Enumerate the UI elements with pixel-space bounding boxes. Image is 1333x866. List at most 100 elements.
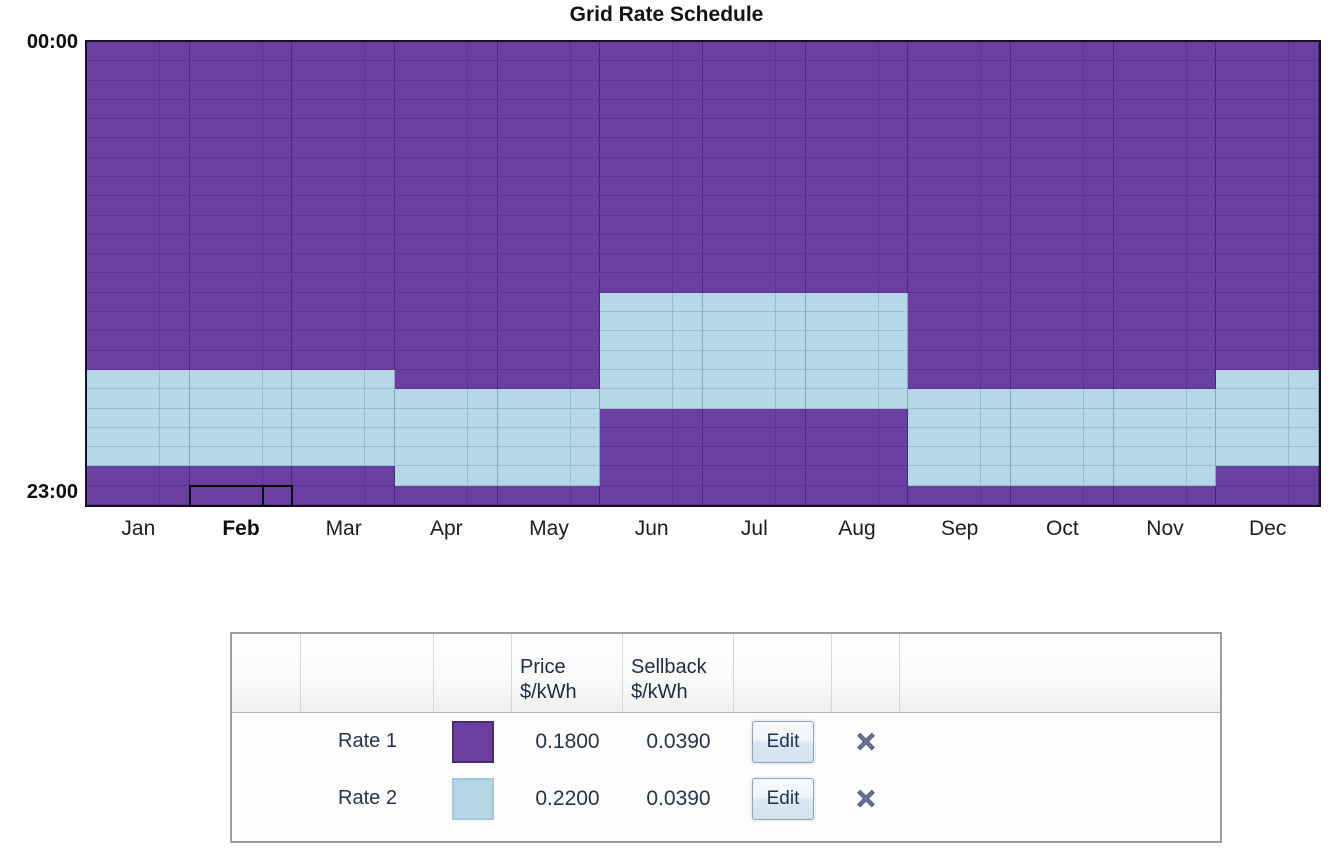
schedule-cell-nov-h10-weekday[interactable] — [1113, 234, 1187, 255]
schedule-cell-jun-h10-weekend[interactable] — [673, 234, 703, 255]
schedule-cell-apr-h23-weekend[interactable] — [467, 485, 498, 505]
schedule-cell-jun-h13-weekday[interactable] — [600, 292, 674, 313]
schedule-cell-jul-h0-weekday[interactable] — [703, 42, 776, 62]
schedule-cell-may-h23-weekend[interactable] — [570, 485, 601, 505]
schedule-cell-aug-h20-weekday[interactable] — [805, 427, 879, 448]
schedule-cell-dec-h11-weekday[interactable] — [1216, 254, 1290, 274]
schedule-cell-aug-h7-weekend[interactable] — [878, 177, 909, 197]
schedule-cell-may-h6-weekday[interactable] — [497, 157, 571, 178]
schedule-cell-apr-h10-weekday[interactable] — [395, 234, 468, 255]
schedule-cell-oct-h20-weekend[interactable] — [1083, 427, 1114, 448]
schedule-cell-aug-h16-weekday[interactable] — [805, 350, 879, 370]
schedule-cell-apr-h12-weekend[interactable] — [467, 273, 498, 293]
rate1-edit-button[interactable]: Edit — [752, 720, 814, 763]
schedule-cell-jun-h4-weekend[interactable] — [673, 119, 703, 139]
schedule-cell-nov-h2-weekday[interactable] — [1113, 80, 1187, 100]
schedule-cell-feb-h13-weekend[interactable] — [262, 292, 293, 313]
schedule-cell-feb-h1-weekday[interactable] — [189, 61, 263, 81]
schedule-cell-jun-h22-weekend[interactable] — [673, 466, 703, 486]
schedule-cell-sep-h21-weekend[interactable] — [981, 447, 1011, 467]
schedule-cell-may-h19-weekend[interactable] — [570, 408, 601, 428]
schedule-cell-apr-h19-weekday[interactable] — [395, 408, 468, 428]
schedule-cell-jun-h6-weekday[interactable] — [600, 157, 674, 178]
schedule-cell-dec-h9-weekday[interactable] — [1216, 215, 1290, 235]
schedule-cell-may-h8-weekday[interactable] — [497, 196, 571, 216]
schedule-cell-feb-h0-weekend[interactable] — [262, 42, 293, 62]
schedule-cell-feb-h16-weekday[interactable] — [189, 350, 263, 370]
schedule-cell-nov-h23-weekend[interactable] — [1186, 485, 1217, 505]
schedule-cell-aug-h18-weekend[interactable] — [878, 389, 909, 409]
schedule-cell-mar-h9-weekend[interactable] — [365, 215, 395, 235]
schedule-cell-aug-h22-weekend[interactable] — [878, 466, 909, 486]
schedule-cell-jul-h1-weekday[interactable] — [703, 61, 776, 81]
schedule-cell-sep-h11-weekend[interactable] — [981, 254, 1011, 274]
schedule-cell-jan-h16-weekday[interactable] — [87, 350, 160, 370]
schedule-cell-mar-h0-weekend[interactable] — [365, 42, 395, 62]
schedule-cell-jun-h19-weekday[interactable] — [600, 408, 674, 428]
schedule-cell-may-h13-weekday[interactable] — [497, 292, 571, 313]
schedule-cell-nov-h5-weekday[interactable] — [1113, 138, 1187, 158]
schedule-cell-mar-h22-weekday[interactable] — [292, 466, 366, 486]
schedule-cell-may-h12-weekday[interactable] — [497, 273, 571, 293]
schedule-cell-jun-h3-weekday[interactable] — [600, 99, 674, 120]
schedule-cell-feb-h19-weekday[interactable] — [189, 408, 263, 428]
schedule-cell-jun-h15-weekday[interactable] — [600, 331, 674, 351]
schedule-cell-jan-h14-weekend[interactable] — [159, 312, 190, 332]
schedule-cell-oct-h6-weekday[interactable] — [1011, 157, 1084, 178]
schedule-cell-jan-h19-weekend[interactable] — [159, 408, 190, 428]
schedule-cell-jan-h13-weekday[interactable] — [87, 292, 160, 313]
schedule-cell-nov-h3-weekday[interactable] — [1113, 99, 1187, 120]
schedule-cell-mar-h19-weekday[interactable] — [292, 408, 366, 428]
schedule-cell-jun-h8-weekend[interactable] — [673, 196, 703, 216]
schedule-cell-nov-h16-weekday[interactable] — [1113, 350, 1187, 370]
schedule-cell-mar-h1-weekday[interactable] — [292, 61, 366, 81]
schedule-cell-jan-h20-weekend[interactable] — [159, 427, 190, 448]
schedule-cell-may-h3-weekend[interactable] — [570, 99, 601, 120]
schedule-cell-jun-h23-weekend[interactable] — [673, 485, 703, 505]
schedule-cell-mar-h17-weekend[interactable] — [365, 369, 395, 390]
schedule-cell-may-h15-weekend[interactable] — [570, 331, 601, 351]
schedule-cell-jun-h4-weekday[interactable] — [600, 119, 674, 139]
schedule-cell-jun-h2-weekend[interactable] — [673, 80, 703, 100]
schedule-cell-aug-h8-weekend[interactable] — [878, 196, 909, 216]
schedule-cell-oct-h1-weekend[interactable] — [1083, 61, 1114, 81]
schedule-cell-jul-h0-weekend[interactable] — [775, 42, 806, 62]
schedule-cell-nov-h19-weekday[interactable] — [1113, 408, 1187, 428]
schedule-cell-apr-h21-weekday[interactable] — [395, 447, 468, 467]
schedule-cell-nov-h5-weekend[interactable] — [1186, 138, 1217, 158]
schedule-cell-aug-h9-weekend[interactable] — [878, 215, 909, 235]
schedule-cell-oct-h17-weekday[interactable] — [1011, 369, 1084, 390]
schedule-cell-mar-h6-weekday[interactable] — [292, 157, 366, 178]
schedule-cell-sep-h17-weekend[interactable] — [981, 369, 1011, 390]
schedule-cell-jun-h14-weekday[interactable] — [600, 312, 674, 332]
schedule-cell-oct-h13-weekday[interactable] — [1011, 292, 1084, 313]
schedule-cell-dec-h7-weekday[interactable] — [1216, 177, 1290, 197]
schedule-cell-feb-h6-weekend[interactable] — [262, 157, 293, 178]
schedule-cell-nov-h22-weekend[interactable] — [1186, 466, 1217, 486]
schedule-cell-sep-h16-weekday[interactable] — [908, 350, 982, 370]
schedule-cell-nov-h11-weekend[interactable] — [1186, 254, 1217, 274]
schedule-cell-sep-h21-weekday[interactable] — [908, 447, 982, 467]
schedule-cell-aug-h17-weekday[interactable] — [805, 369, 879, 390]
schedule-cell-dec-h9-weekend[interactable] — [1289, 215, 1319, 235]
schedule-cell-jan-h15-weekend[interactable] — [159, 331, 190, 351]
schedule-cell-dec-h12-weekend[interactable] — [1289, 273, 1319, 293]
schedule-cell-aug-h13-weekend[interactable] — [878, 292, 909, 313]
schedule-cell-may-h20-weekday[interactable] — [497, 427, 571, 448]
schedule-cell-sep-h12-weekend[interactable] — [981, 273, 1011, 293]
schedule-cell-jan-h17-weekend[interactable] — [159, 369, 190, 390]
schedule-cell-apr-h22-weekend[interactable] — [467, 466, 498, 486]
schedule-cell-jan-h5-weekday[interactable] — [87, 138, 160, 158]
schedule-cell-nov-h14-weekday[interactable] — [1113, 312, 1187, 332]
schedule-cell-dec-h21-weekend[interactable] — [1289, 447, 1319, 467]
schedule-cell-sep-h8-weekend[interactable] — [981, 196, 1011, 216]
schedule-cell-oct-h22-weekend[interactable] — [1083, 466, 1114, 486]
schedule-cell-jul-h9-weekend[interactable] — [775, 215, 806, 235]
schedule-cell-jul-h11-weekday[interactable] — [703, 254, 776, 274]
schedule-cell-oct-h8-weekend[interactable] — [1083, 196, 1114, 216]
schedule-cell-jul-h3-weekend[interactable] — [775, 99, 806, 120]
schedule-cell-jun-h17-weekend[interactable] — [673, 369, 703, 390]
schedule-cell-nov-h3-weekend[interactable] — [1186, 99, 1217, 120]
schedule-cell-sep-h14-weekday[interactable] — [908, 312, 982, 332]
schedule-cell-dec-h8-weekday[interactable] — [1216, 196, 1290, 216]
